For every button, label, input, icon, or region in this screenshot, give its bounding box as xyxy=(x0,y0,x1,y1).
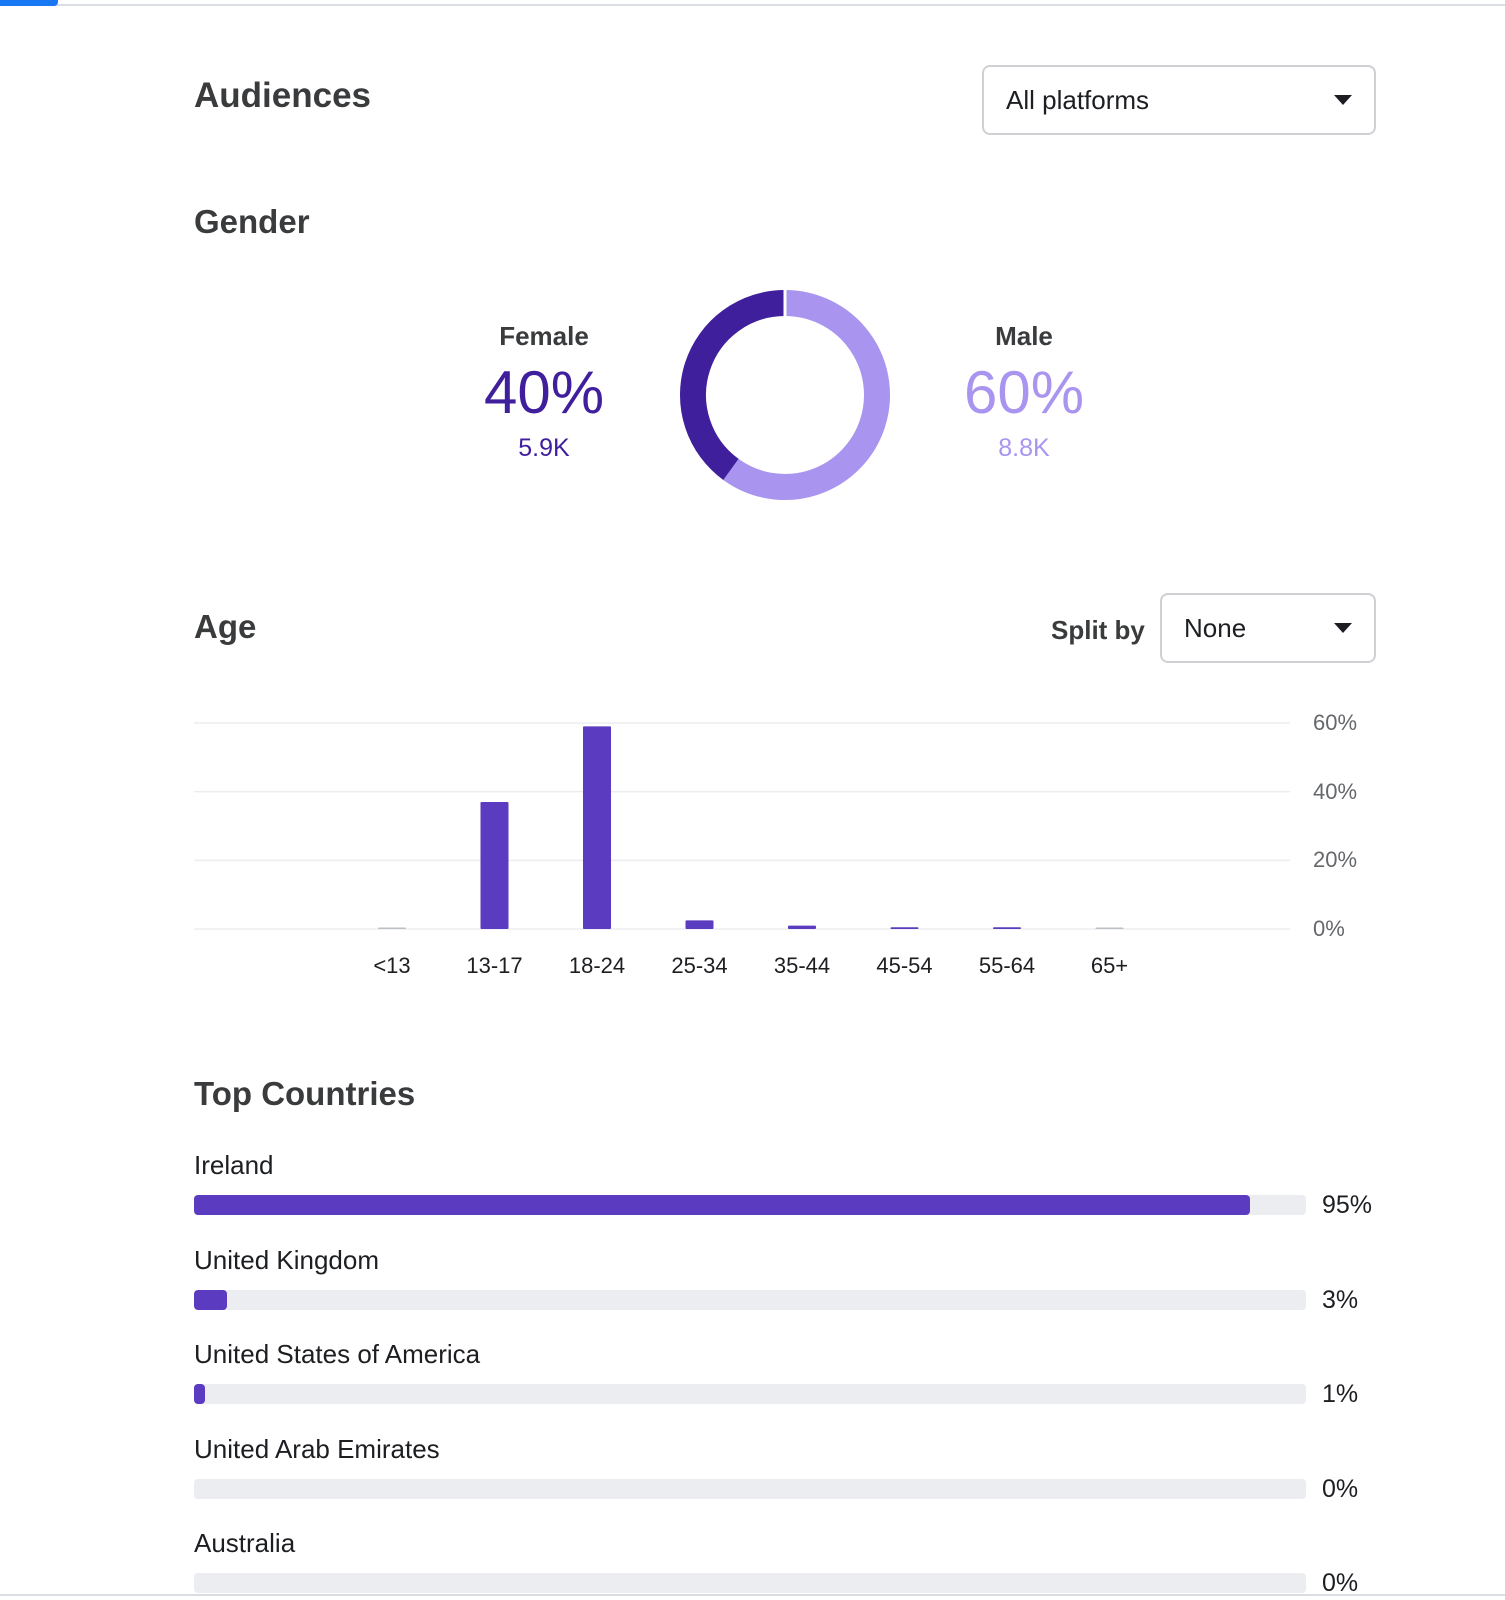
caret-down-icon xyxy=(1334,623,1352,633)
donut-segment-female xyxy=(680,290,786,480)
top-tab-bar xyxy=(0,0,1505,6)
y-axis-tick-label: 0% xyxy=(1313,916,1345,941)
country-bar-track xyxy=(194,1195,1306,1215)
split-by-dropdown-value: None xyxy=(1184,612,1247,643)
country-bar-fill xyxy=(194,1384,206,1404)
x-axis-tick-label: 45-54 xyxy=(876,953,933,978)
gender-section-title: Gender xyxy=(194,203,310,240)
country-bar-track xyxy=(194,1478,1306,1499)
x-axis-tick-label: 18-24 xyxy=(568,953,626,978)
active-tab-indicator xyxy=(0,0,58,6)
x-axis-tick-label: <13 xyxy=(373,953,411,978)
age-bar[interactable] xyxy=(378,927,406,930)
x-axis-tick-label: 35-44 xyxy=(773,953,831,978)
bottom-divider xyxy=(0,1594,1505,1596)
country-percent: 0% xyxy=(1322,1474,1359,1503)
country-percent: 95% xyxy=(1322,1191,1373,1219)
country-bar-track xyxy=(194,1384,1306,1404)
y-axis-tick-label: 20% xyxy=(1313,847,1358,873)
page-title: Audiences xyxy=(194,76,371,115)
age-bar[interactable] xyxy=(583,726,611,929)
age-bar[interactable] xyxy=(993,927,1021,929)
country-percent: 3% xyxy=(1322,1285,1359,1314)
country-name: United States of America xyxy=(194,1339,481,1369)
male-label: Male xyxy=(995,321,1053,351)
age-section-title: Age xyxy=(194,608,257,645)
country-percent: 1% xyxy=(1322,1380,1359,1408)
country-bar-fill xyxy=(194,1195,1251,1215)
country-name: Australia xyxy=(194,1528,296,1558)
gender-donut-chart xyxy=(680,290,890,500)
split-by-dropdown[interactable]: None xyxy=(1160,593,1376,663)
age-bar[interactable] xyxy=(480,801,509,929)
countries-section-title: Top Countries xyxy=(194,1075,416,1112)
country-bar-track xyxy=(194,1573,1306,1593)
x-axis-tick-label: 13-17 xyxy=(466,953,523,978)
age-bar[interactable] xyxy=(788,925,816,929)
donut-segment-male xyxy=(723,290,890,500)
age-bar[interactable] xyxy=(890,927,919,929)
country-percent: 0% xyxy=(1322,1569,1359,1597)
y-axis-tick-label: 60% xyxy=(1313,710,1358,735)
male-stat: Male 60% 8.8K xyxy=(944,321,1104,463)
y-axis-tick-label: 40% xyxy=(1313,778,1358,804)
female-stat: Female 40% 5.9K xyxy=(464,321,624,463)
male-count: 8.8K xyxy=(998,434,1050,462)
x-axis-tick-label: 55-64 xyxy=(978,953,1036,978)
split-by-label: Split by xyxy=(1051,615,1145,645)
age-bar[interactable] xyxy=(685,920,714,929)
country-name: United Arab Emirates xyxy=(194,1433,440,1464)
x-axis-tick-label: 25-34 xyxy=(671,953,728,978)
male-percent: 60% xyxy=(963,359,1085,426)
country-name: Ireland xyxy=(194,1150,274,1180)
female-label: Female xyxy=(499,321,589,351)
x-axis-tick-label: 65+ xyxy=(1090,953,1129,978)
platform-dropdown-value: All platforms xyxy=(1006,84,1150,115)
age-bar[interactable] xyxy=(1095,927,1124,930)
female-percent: 40% xyxy=(483,359,605,426)
country-name: United Kingdom xyxy=(194,1244,379,1275)
country-bar-track xyxy=(194,1289,1306,1310)
platform-dropdown[interactable]: All platforms xyxy=(982,65,1376,135)
caret-down-icon xyxy=(1334,95,1352,105)
country-bar-fill xyxy=(194,1289,228,1310)
female-count: 5.9K xyxy=(518,434,570,462)
